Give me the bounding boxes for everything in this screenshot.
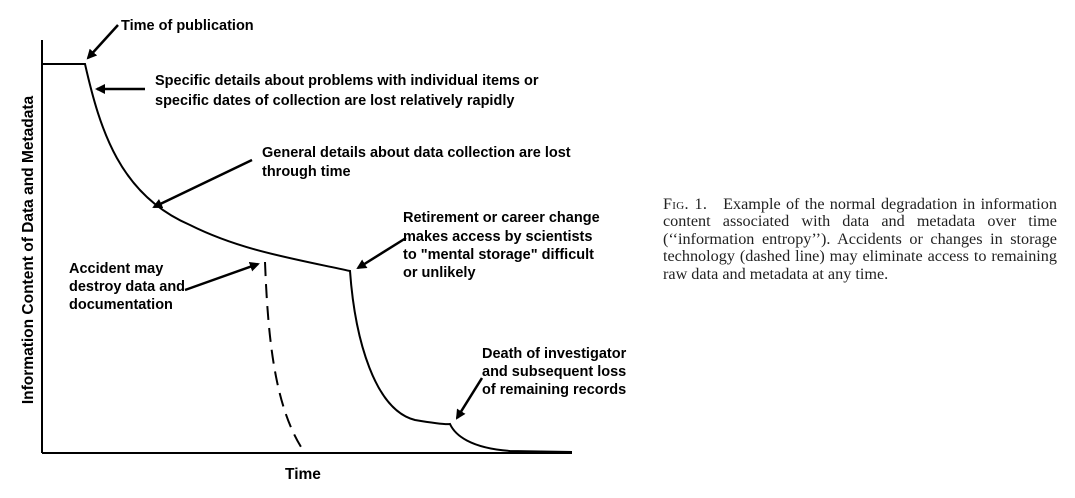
arrow-retirement [356, 236, 407, 270]
annotation-death: Death of investigator and subsequent los… [482, 346, 630, 398]
annotation-specific: Specific details about problems with ind… [155, 73, 543, 109]
caption-text: Example of the normal degradation in inf… [663, 195, 1057, 283]
annotation-accident: Accident may destroy data and documentat… [69, 261, 189, 313]
degradation-curve [42, 63, 573, 453]
figure-caption: Fig. 1. Example of the normal degradatio… [663, 195, 1057, 283]
arrow-general [152, 158, 253, 209]
arrow-death [455, 377, 484, 420]
arrow-accident [184, 261, 260, 292]
arrow-publication [86, 24, 119, 60]
x-axis-label: Time [285, 466, 321, 483]
figure-label: Fig. 1. [663, 195, 708, 213]
annotation-retirement: Retirement or career change makes access… [403, 210, 604, 281]
accident-dashed-curve [264, 261, 306, 454]
y-axis-label: Information Content of Data and Metadata [20, 95, 37, 404]
annotation-publication: Time of publication [121, 18, 254, 34]
annotation-general: General details about data collection ar… [262, 145, 575, 180]
